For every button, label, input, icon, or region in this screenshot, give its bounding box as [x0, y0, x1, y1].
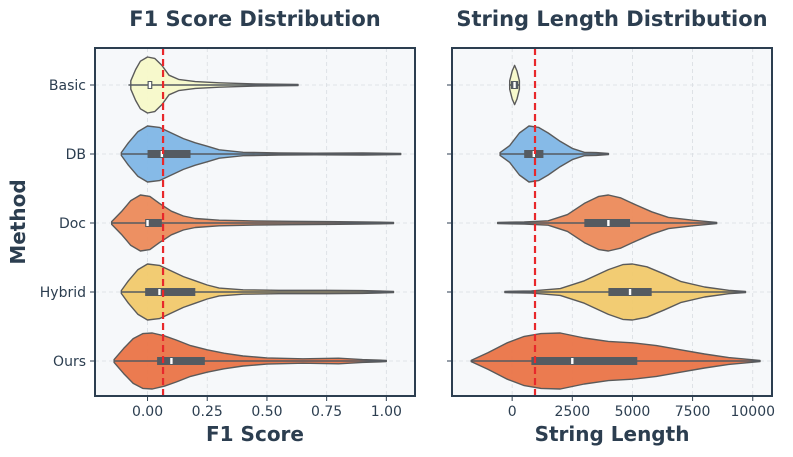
f1-plot-frame — [94, 47, 416, 397]
length-violin-group-basic — [509, 64, 521, 106]
f1-iqr-box-hybrid — [145, 288, 196, 296]
f1-median-db — [160, 151, 164, 157]
f1-xtick-label-4: 1.00 — [371, 404, 402, 420]
f1-xtick-label-3: 0.75 — [311, 404, 342, 420]
f1-violin-group-doc — [111, 194, 395, 252]
length-plot-frame — [451, 47, 773, 397]
length-xtick-label-4: 10000 — [730, 404, 775, 420]
length-median-ours — [571, 358, 574, 364]
ytick-label-doc: Doc — [59, 216, 86, 232]
length-xtick-label-3: 7500 — [675, 404, 711, 420]
ytick-label-basic: Basic — [49, 78, 86, 94]
ytick-label-hybrid: Hybrid — [40, 285, 86, 301]
length-median-db — [532, 151, 536, 157]
length-xtick-label-1: 2500 — [554, 404, 590, 420]
f1-median-hybrid — [158, 289, 161, 295]
length-median-basic — [513, 82, 516, 88]
length-median-hybrid — [628, 289, 632, 295]
length-violin-group-hybrid — [504, 263, 747, 321]
ytick-label-db: DB — [66, 147, 86, 163]
f1-xtick-label-2: 0.50 — [251, 404, 282, 420]
f1-violin-group-ours — [113, 332, 387, 390]
f1-x-axis-label: F1 Score — [206, 422, 304, 446]
f1-xtick-label-0: 0.00 — [132, 404, 163, 420]
length-median-doc — [607, 220, 610, 226]
f1-violin-group-basic — [128, 56, 299, 114]
f1-xtick-label-1: 0.25 — [192, 404, 223, 420]
string-length-chart-title: String Length Distribution — [456, 7, 767, 31]
length-xtick-label-0: 0 — [508, 404, 517, 420]
f1-score-panel: F1 Score Distribution F1 Score 0.00 0.25 0… — [40, 7, 416, 446]
ytick-label-ours: Ours — [53, 354, 86, 370]
f1-median-doc — [146, 220, 149, 226]
string-length-x-axis-label: String Length — [535, 422, 690, 446]
f1-chart-title: F1 Score Distribution — [129, 7, 381, 31]
length-iqr-box-ours — [531, 357, 638, 365]
length-violin-group-doc — [497, 194, 718, 252]
f1-iqr-box-doc — [145, 219, 162, 227]
length-violin-group-ours — [470, 332, 761, 390]
string-length-panel: String Length Distribution String Length… — [447, 7, 775, 446]
length-iqr-box-doc — [584, 219, 631, 227]
length-xtick-label-2: 5000 — [615, 404, 651, 420]
y-axis-label: Method — [6, 179, 30, 264]
f1-median-basic — [148, 82, 152, 88]
f1-median-ours — [170, 358, 173, 364]
f1-iqr-box-db — [147, 150, 191, 158]
f1-violin-group-hybrid — [120, 263, 395, 321]
f1-iqr-box-ours — [157, 357, 205, 365]
f1-violin-group-db — [120, 125, 402, 183]
